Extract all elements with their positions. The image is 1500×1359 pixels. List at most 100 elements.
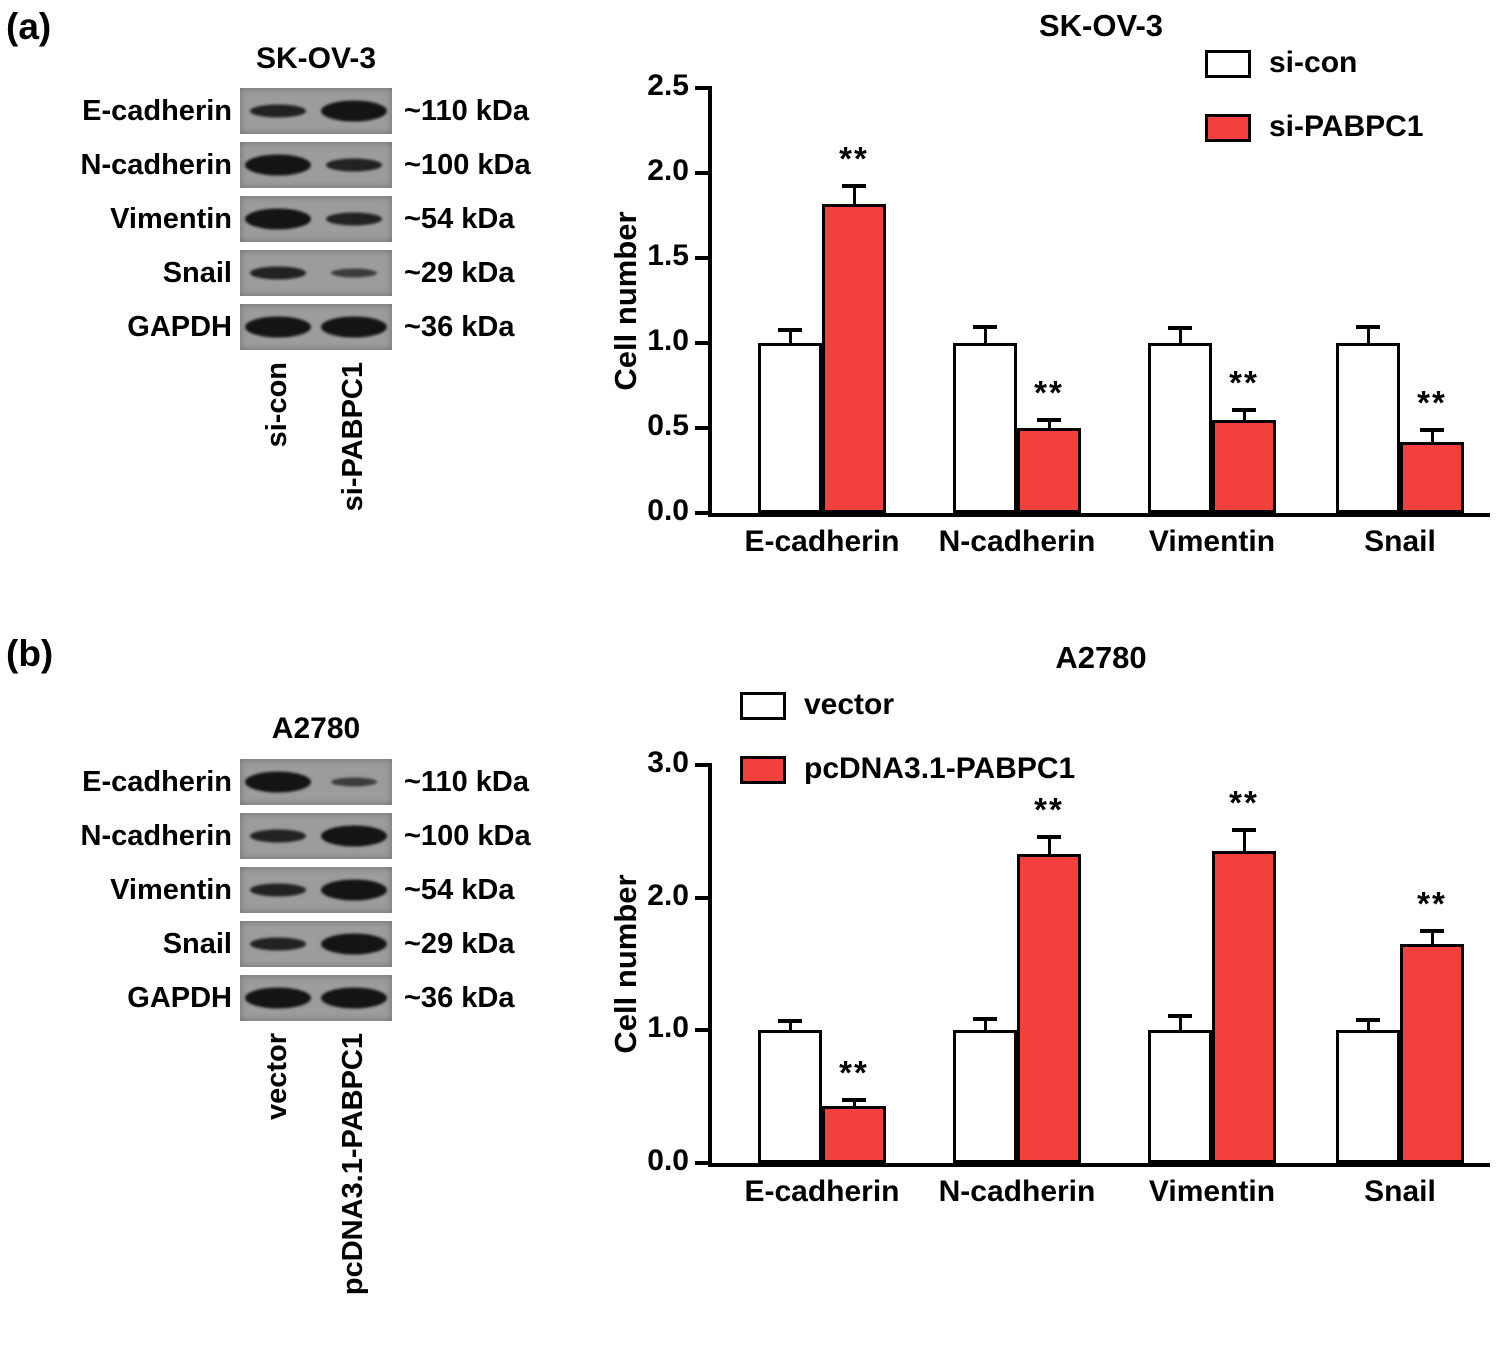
- blot-row-e-cadherin: E-cadherin ~110 kDa: [40, 88, 610, 134]
- molecular-weight-label: ~100 kDa: [404, 148, 531, 181]
- chart-title: A2780: [1055, 640, 1147, 675]
- error-bar: [1047, 837, 1051, 854]
- protein-band: [321, 825, 387, 847]
- lane-label-si-con: si-con: [261, 362, 293, 448]
- protein-label: N-cadherin: [80, 148, 232, 181]
- significance-marker: **: [1034, 790, 1064, 828]
- protein-band: [245, 771, 311, 793]
- x-axis-line: [708, 1163, 1490, 1167]
- y-tick-label: 2.0: [647, 154, 689, 187]
- panel-b-label: (b): [6, 633, 54, 674]
- error-bar-cap: [1168, 326, 1192, 331]
- blot-title: SK-OV-3: [255, 42, 377, 75]
- bar-si-con-snail: [1336, 343, 1400, 513]
- significance-marker: **: [1229, 364, 1259, 401]
- molecular-weight-label: ~54 kDa: [404, 202, 515, 235]
- y-axis-line: [708, 763, 712, 1167]
- y-tick-label: 1.0: [647, 324, 689, 357]
- y-axis-label: Cell number: [608, 210, 643, 391]
- error-bar: [983, 327, 987, 343]
- y-tick-label: 0.0: [647, 1144, 689, 1177]
- protein-band: [245, 208, 311, 230]
- blot-lane-strip: [240, 759, 392, 805]
- protein-band: [250, 829, 306, 843]
- legend-swatch-si-pabpc1: [1205, 114, 1251, 142]
- protein-band: [250, 937, 306, 951]
- blot-row-e-cadherin: E-cadherin ~110 kDa: [40, 759, 610, 805]
- significance-marker: **: [839, 1053, 869, 1091]
- error-bar-cap: [973, 1016, 997, 1021]
- significance-marker: **: [1417, 384, 1447, 422]
- molecular-weight-label: ~29 kDa: [404, 927, 515, 960]
- x-category-label-vimentin: Vimentin: [1148, 525, 1276, 558]
- y-axis-line: [708, 86, 712, 517]
- error-bar-cap: [1356, 324, 1380, 329]
- significance-marker: **: [839, 139, 869, 177]
- y-tick-mark: [695, 1161, 708, 1165]
- blot-row-vimentin: Vimentin ~54 kDa: [40, 867, 610, 913]
- error-bar-cap: [1037, 834, 1061, 839]
- y-tick-mark: [695, 1028, 708, 1033]
- significance-marker: **: [1417, 885, 1447, 923]
- protein-label: Snail: [162, 927, 232, 960]
- y-tick-label: 0.5: [647, 409, 689, 442]
- y-tick-mark: [695, 763, 708, 767]
- significance-marker: **: [1229, 784, 1259, 822]
- protein-band: [321, 100, 387, 122]
- legend-swatch-vector: [740, 692, 786, 720]
- chart-title: SK-OV-3: [1038, 8, 1164, 43]
- y-tick-label: 0.0: [647, 494, 689, 527]
- error-bar: [1430, 932, 1434, 945]
- molecular-weight-label: ~36 kDa: [404, 981, 515, 1014]
- error-bar: [852, 1100, 856, 1106]
- error-bar: [852, 186, 856, 204]
- error-bar-cap: [1232, 828, 1256, 833]
- blot-lane-strip: [240, 921, 392, 967]
- y-tick-mark: [695, 426, 708, 430]
- blot-lane-strip: [240, 813, 392, 859]
- protein-label: E-cadherin: [82, 94, 232, 127]
- bar-si-pabpc1-e-cadherin: [822, 203, 886, 513]
- protein-band: [326, 158, 382, 172]
- protein-band: [250, 883, 306, 897]
- error-bar-cap: [1356, 1018, 1380, 1023]
- blot-row-gapdh: GAPDH ~36 kDa: [40, 975, 610, 1021]
- protein-label: GAPDH: [127, 981, 232, 1014]
- bar-si-con-e-cadherin: [758, 343, 822, 513]
- blot-row-gapdh: GAPDH ~36 kDa: [40, 304, 610, 350]
- blot-lane-strip: [240, 142, 392, 188]
- blot-title: A2780: [271, 712, 361, 745]
- bar-pcdna3-1-pabpc1-vimentin: [1212, 851, 1276, 1163]
- error-bar: [1242, 411, 1246, 420]
- error-bar: [1366, 1021, 1370, 1031]
- y-tick-label: 2.5: [647, 69, 689, 102]
- x-category-label-n-cadherin: N-cadherin: [938, 525, 1096, 558]
- y-tick-mark: [695, 171, 708, 175]
- y-tick-mark: [695, 511, 708, 515]
- protein-label: Vimentin: [110, 873, 232, 906]
- x-category-label-vimentin: Vimentin: [1148, 1175, 1276, 1208]
- protein-band: [331, 268, 377, 278]
- protein-band: [245, 987, 311, 1009]
- error-bar: [1430, 431, 1434, 442]
- x-category-label-e-cadherin: E-cadherin: [744, 525, 900, 558]
- y-tick-mark: [695, 256, 708, 260]
- molecular-weight-label: ~100 kDa: [404, 819, 531, 852]
- error-bar-cap: [778, 1019, 802, 1024]
- bar-vector-vimentin: [1148, 1030, 1212, 1163]
- protein-label: N-cadherin: [80, 819, 232, 852]
- western-blot-sk-ov-3: SK-OV-3 E-cadherin ~110 kDa N-cadherin ~100…: [40, 40, 610, 625]
- bar-pcdna3-1-pabpc1-snail: [1400, 944, 1464, 1163]
- blot-row-n-cadherin: N-cadherin ~100 kDa: [40, 142, 610, 188]
- error-bar: [1047, 421, 1051, 428]
- error-bar: [788, 1022, 792, 1031]
- y-tick-label: 3.0: [647, 746, 689, 779]
- protein-band: [321, 316, 387, 338]
- y-tick-mark: [695, 341, 708, 345]
- blot-lane-strip: [240, 304, 392, 350]
- bar-chart-a2780: A2780 Cell number 0.0 1.0 2.0 3.0 vector pcDNA3…: [600, 620, 1500, 1260]
- error-bar: [788, 331, 792, 343]
- blot-row-snail: Snail ~29 kDa: [40, 921, 610, 967]
- blot-rows: E-cadherin ~110 kDa N-cadherin ~100 kDa Vime…: [40, 759, 610, 1029]
- y-tick-label: 1.5: [647, 239, 689, 272]
